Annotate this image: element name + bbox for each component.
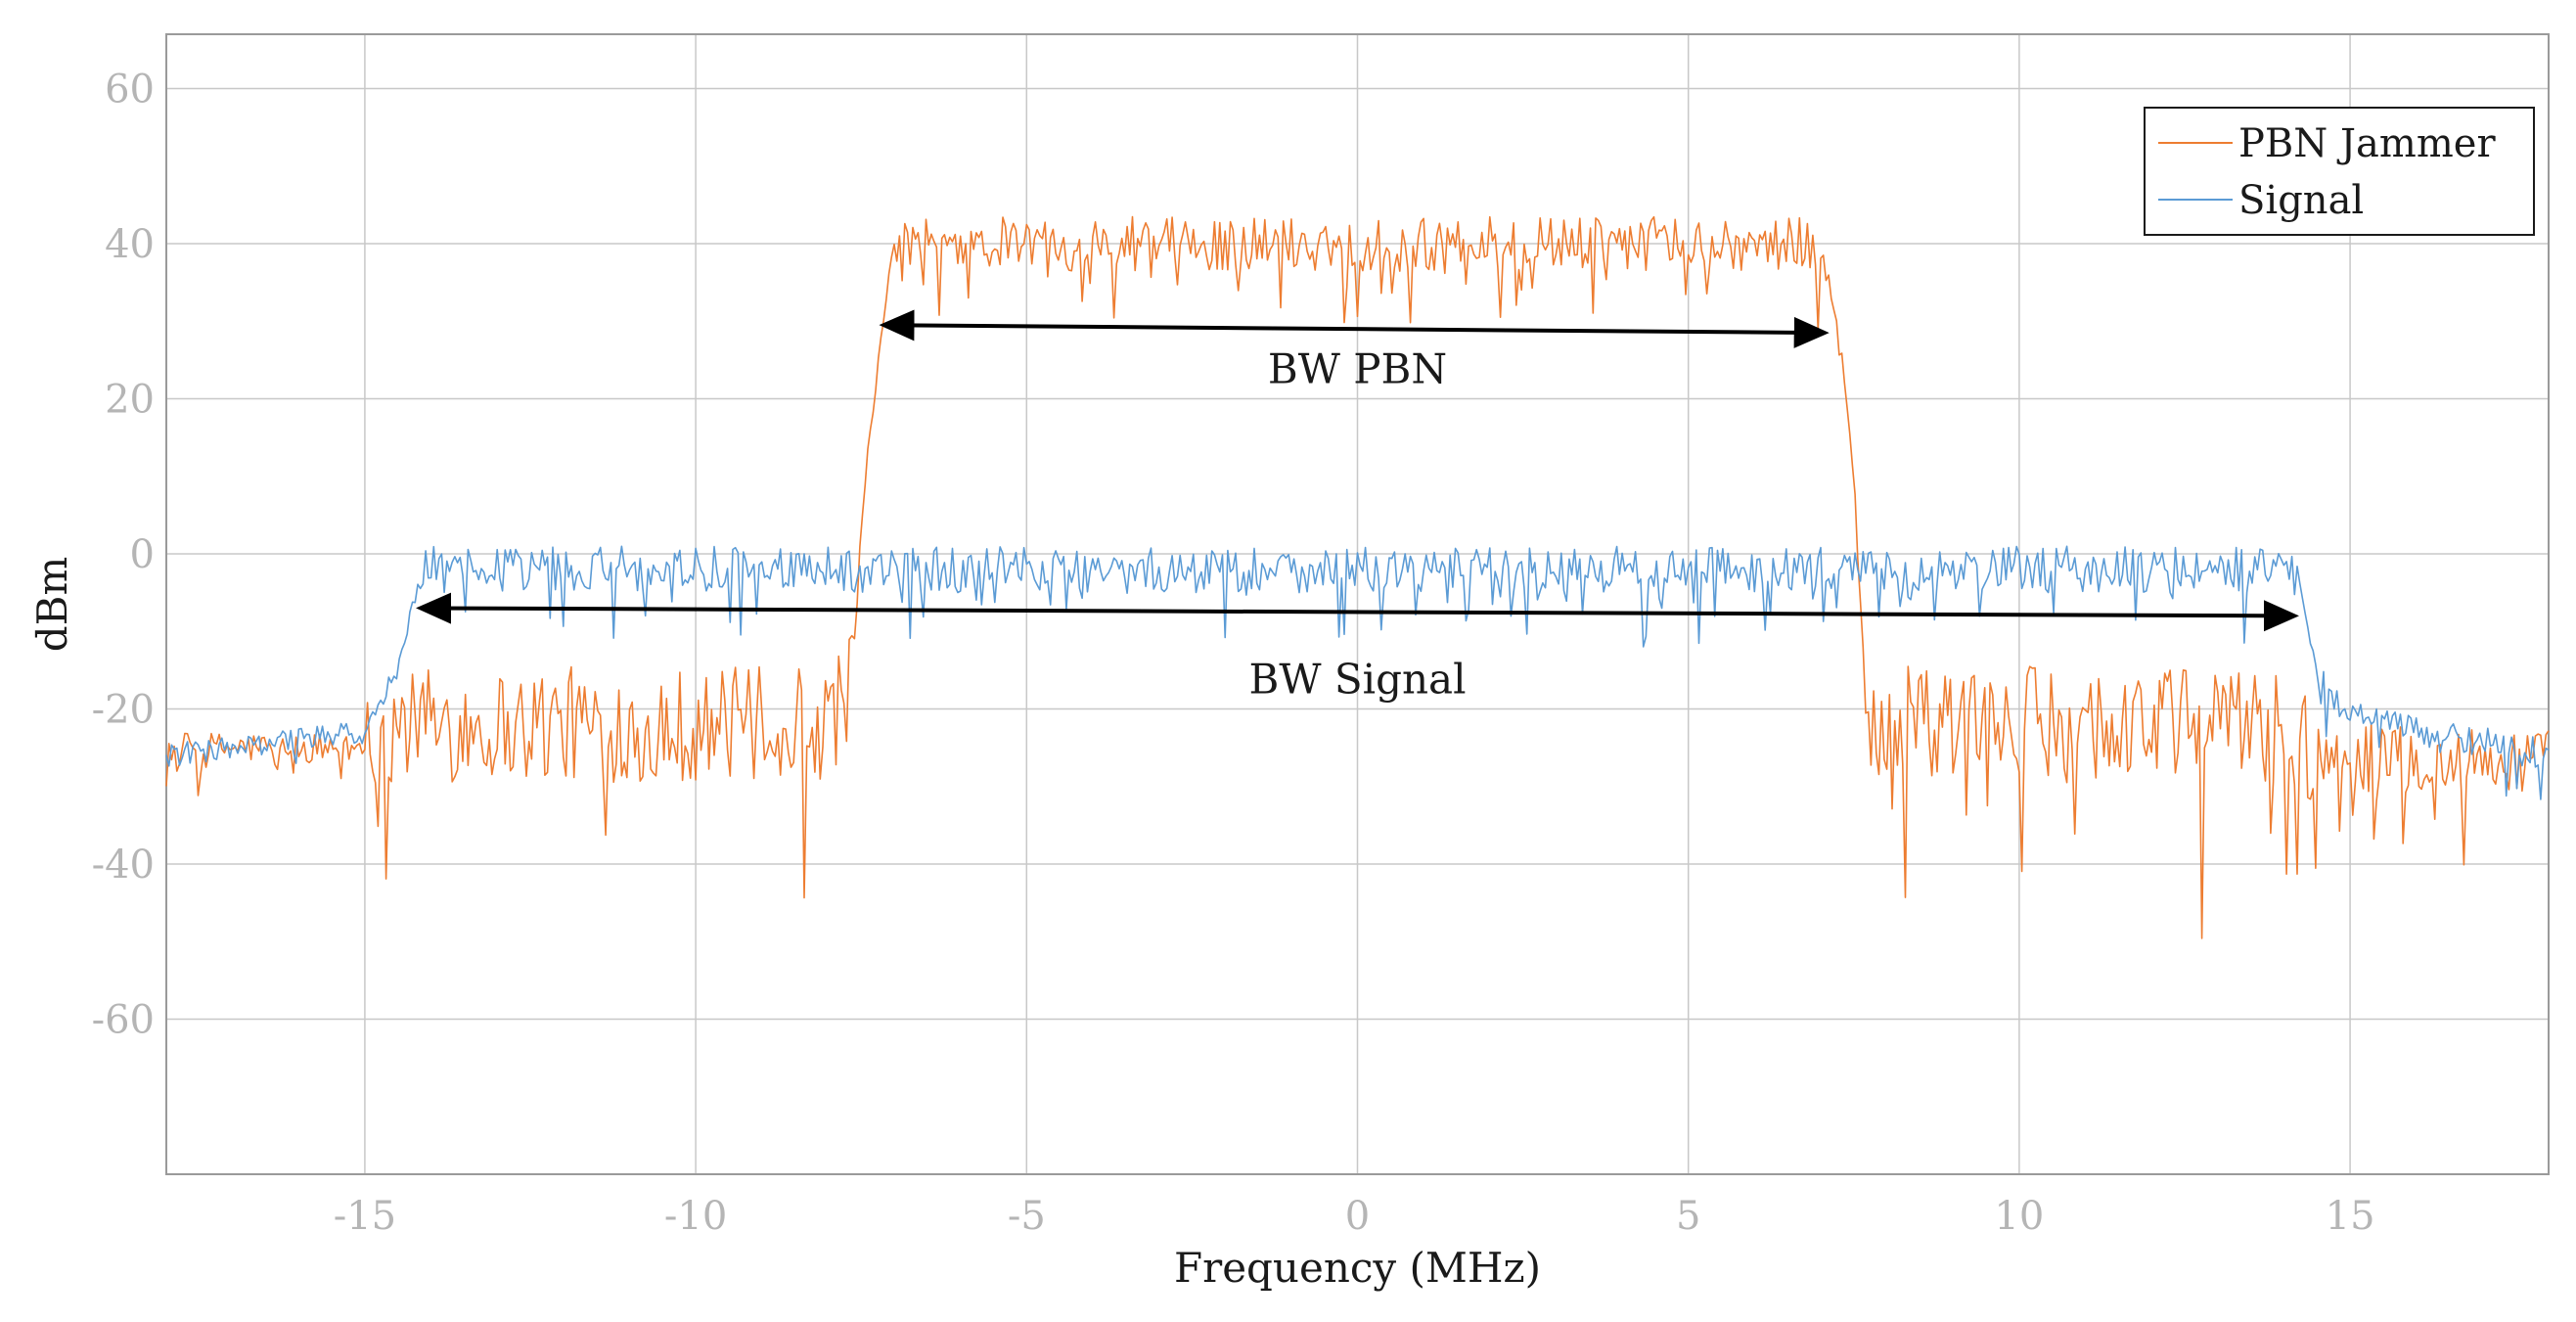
- x-tick-label: 10: [1994, 1194, 2044, 1239]
- y-tick-label: 40: [105, 222, 155, 267]
- x-tick-label: -10: [664, 1194, 727, 1239]
- x-tick-label: 0: [1345, 1194, 1370, 1239]
- legend-label-pbn-jammer: PBN Jammer: [2238, 121, 2496, 166]
- annotation-layer: BW PBN BW Signal: [416, 309, 2299, 704]
- bandwidth-arrow: [879, 309, 1830, 348]
- x-tick-label: 5: [1676, 1194, 1700, 1239]
- y-tick-label: 20: [105, 377, 155, 422]
- x-tick-label: 15: [2326, 1194, 2375, 1239]
- bandwidth-label: BW PBN: [1268, 345, 1447, 393]
- x-tick-label: -15: [334, 1194, 396, 1239]
- legend-label-signal: Signal: [2238, 178, 2364, 223]
- bandwidth-label: BW Signal: [1249, 656, 1467, 704]
- x-tick-label: -5: [1008, 1194, 1046, 1239]
- y-tick-label: -40: [92, 843, 155, 888]
- y-tick-labels: 60 40 20 0 -20 -40 -60: [92, 67, 155, 1042]
- y-tick-label: -60: [92, 997, 155, 1042]
- y-tick-label: 60: [105, 67, 155, 112]
- x-axis-title: Frequency (MHz): [1174, 1244, 1541, 1292]
- y-tick-label: 0: [130, 532, 155, 577]
- x-tick-labels: -15 -10 -5 0 5 10 15: [334, 1194, 2375, 1239]
- legend-box: [2144, 107, 2535, 236]
- plot-area: [165, 33, 2550, 1175]
- y-axis-title: dBm: [28, 557, 76, 653]
- legend: PBN Jammer Signal: [2144, 107, 2535, 236]
- y-tick-label: -20: [92, 687, 155, 732]
- bandwidth-arrow: [416, 592, 2299, 632]
